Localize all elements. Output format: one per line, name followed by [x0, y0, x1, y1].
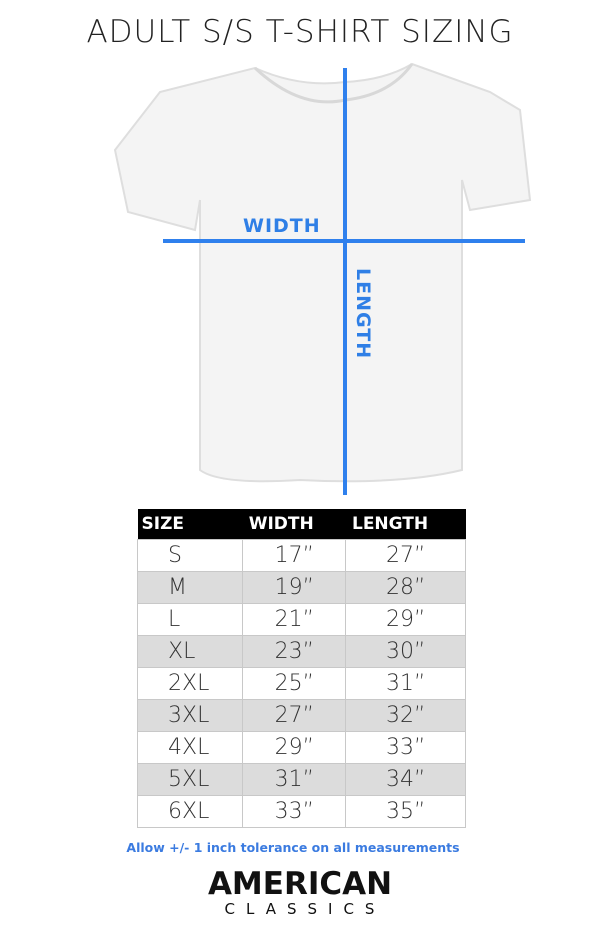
length-cell: 31”: [345, 667, 466, 700]
table-row: 3XL 27” 32”: [136, 699, 466, 732]
width-cell: 27”: [242, 699, 347, 732]
length-label: LENGTH: [352, 268, 374, 360]
table-row: 6XL 33” 35”: [136, 795, 466, 828]
width-cell: 33”: [242, 795, 347, 828]
table-row: 4XL 29” 33”: [136, 731, 466, 764]
width-cell: 25”: [242, 667, 347, 700]
table-row: 5XL 31” 34”: [136, 763, 466, 796]
tolerance-note: Allow +/- 1 inch tolerance on all measur…: [126, 840, 460, 855]
header-length: LENGTH: [345, 509, 466, 540]
table-row: S 17” 27”: [136, 539, 466, 572]
size-cell: 6XL: [136, 795, 244, 828]
length-cell: 27”: [345, 539, 466, 572]
width-cell: 31”: [242, 763, 347, 796]
size-cell: S: [136, 539, 244, 572]
length-cell: 30”: [345, 635, 466, 668]
t-shirt-diagram: [113, 62, 532, 495]
size-cell: 3XL: [136, 699, 244, 732]
length-cell: 28”: [345, 571, 466, 604]
size-cell: M: [136, 571, 244, 604]
table-header: SIZE WIDTH LENGTH: [137, 509, 466, 540]
size-cell: 5XL: [136, 763, 244, 796]
logo-line2: CLASSICS: [224, 900, 386, 918]
t-shirt-shape: [113, 62, 532, 483]
size-cell: 2XL: [136, 667, 244, 700]
size-table: SIZE WIDTH LENGTH S 17” 27” M 19” 28” L 21” 29” X…: [136, 509, 466, 828]
length-cell: 33”: [345, 731, 466, 764]
length-cell: 32”: [345, 699, 466, 732]
width-cell: 23”: [242, 635, 347, 668]
table-row: XL 23” 30”: [136, 635, 466, 668]
page-title: ADULT S/S T-SHIRT SIZING: [86, 14, 514, 50]
table-row: 2XL 25” 31”: [136, 667, 466, 700]
length-cell: 34”: [345, 763, 466, 796]
table-row: L 21” 29”: [136, 603, 466, 636]
logo-line1: AMERICAN: [207, 866, 393, 902]
size-cell: L: [136, 603, 244, 636]
table-row: M 19” 28”: [136, 571, 466, 604]
width-label: WIDTH: [243, 215, 321, 237]
brand-logo: AMERICAN CLASSICS: [0, 868, 600, 918]
header-size: SIZE: [137, 509, 243, 540]
header-width: WIDTH: [242, 509, 346, 540]
length-cell: 29”: [345, 603, 466, 636]
length-cell: 35”: [345, 795, 466, 828]
width-cell: 21”: [242, 603, 347, 636]
size-cell: XL: [136, 635, 244, 668]
width-cell: 29”: [242, 731, 347, 764]
width-cell: 19”: [242, 571, 347, 604]
size-cell: 4XL: [136, 731, 244, 764]
width-cell: 17”: [242, 539, 347, 572]
